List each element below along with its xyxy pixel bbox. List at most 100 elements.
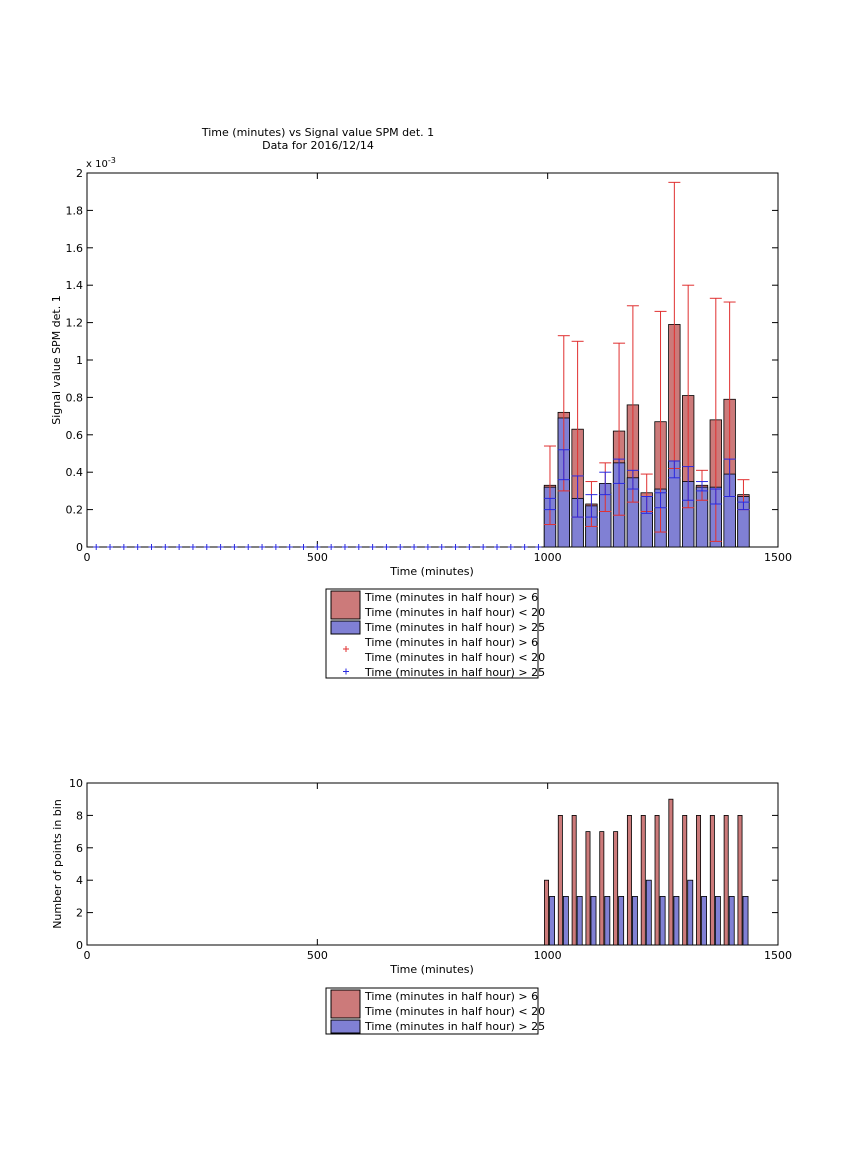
y-tick-label: 8 xyxy=(76,809,83,822)
zero-marker xyxy=(493,544,500,550)
zero-marker xyxy=(314,544,321,550)
zero-marker xyxy=(466,544,473,550)
error-bar-blue xyxy=(640,496,653,514)
zero-marker xyxy=(107,544,114,550)
y-exponent-label: x 10-3 xyxy=(86,156,116,170)
count-legend: Time (minutes in half hour) > 6 Time (min… xyxy=(325,987,545,1035)
signal-legend: Time (minutes in half hour) > 6 Time (min… xyxy=(325,588,545,679)
error-bar-blue xyxy=(613,458,626,484)
count-bar-blue xyxy=(590,896,597,946)
zero-marker xyxy=(452,544,459,550)
y-axis-label: Signal value SPM det. 1 xyxy=(50,295,63,425)
error-bar-blue xyxy=(557,449,570,481)
zero-marker xyxy=(259,544,266,550)
zero-marker xyxy=(93,544,100,550)
count-bar-red xyxy=(654,815,660,946)
error-bar-blue xyxy=(682,466,695,501)
count-bar-red xyxy=(682,815,688,946)
x-tick-label: 500 xyxy=(307,949,328,962)
legend-swatch xyxy=(330,1019,361,1034)
y-tick-label: 1.2 xyxy=(66,317,84,330)
count-bar-blue xyxy=(632,896,638,946)
zero-marker xyxy=(411,544,418,550)
zero-marker xyxy=(521,544,528,550)
chart-title: Time (minutes) vs Signal value SPM det. … xyxy=(201,126,434,139)
signal-plot-area: 0 500 1000 1500 0 0.2 0.4 0.6 0.8 1 1.2 1.4 1.6 1.8 2 xyxy=(66,167,793,564)
legend-swatch xyxy=(330,989,361,1019)
legend-swatch xyxy=(330,620,361,635)
count-bar-red xyxy=(557,815,563,946)
zero-marker xyxy=(176,544,183,550)
y-tick-label: 0.4 xyxy=(66,466,84,479)
error-bar-blue xyxy=(571,475,584,518)
error-bar-blue xyxy=(723,458,736,498)
zero-marker xyxy=(148,544,155,550)
error-bar-blue xyxy=(626,469,639,490)
zero-marker xyxy=(480,544,487,550)
y-tick-label: 4 xyxy=(76,874,83,887)
count-bar-blue xyxy=(687,879,694,946)
y-tick-label: 0.6 xyxy=(66,429,84,442)
count-bar-red xyxy=(626,815,632,946)
y-axis-label: Number of points in bin xyxy=(51,799,64,929)
legend-label: Time (minutes in half hour) < 20 xyxy=(364,606,545,619)
axes-frame xyxy=(86,782,779,946)
zero-marker xyxy=(328,544,335,550)
zero-marker xyxy=(217,544,224,550)
x-axis-label: Time (minutes) xyxy=(389,565,474,578)
count-plot-area: 0 500 1000 1500 0 2 4 6 8 10 xyxy=(69,777,792,962)
zero-marker xyxy=(203,544,210,550)
zero-marker xyxy=(535,544,542,550)
error-bar-blue xyxy=(543,497,556,511)
error-bar-blue xyxy=(737,501,750,511)
count-bar-blue xyxy=(659,896,666,946)
count-bar-blue xyxy=(618,896,625,946)
zero-marker xyxy=(134,544,141,550)
zero-marker xyxy=(300,544,307,550)
chart-subtitle: Data for 2016/12/14 xyxy=(262,139,374,152)
count-bar-blue xyxy=(549,896,555,946)
count-bar-red xyxy=(709,815,715,946)
y-tick-label: 0 xyxy=(76,939,83,952)
legend-box xyxy=(325,588,539,679)
y-tick-label: 0.2 xyxy=(66,504,84,517)
zero-marker xyxy=(424,544,431,550)
legend-label: Time (minutes in half hour) > 25 xyxy=(364,1020,545,1033)
x-tick-label: 1000 xyxy=(534,949,562,962)
legend-box xyxy=(325,987,539,1035)
count-bar-blue xyxy=(742,896,749,946)
x-tick-label: 500 xyxy=(307,551,328,564)
error-bar-blue xyxy=(668,460,681,479)
error-bar-red xyxy=(613,342,626,516)
error-bar-blue xyxy=(654,492,667,509)
y-tick-label: 6 xyxy=(76,842,83,855)
x-tick-label: 1500 xyxy=(764,551,792,564)
count-bar-blue xyxy=(714,896,721,946)
y-tick-label: 2 xyxy=(76,167,83,180)
zero-marker xyxy=(162,544,169,550)
x-tick-label: 0 xyxy=(84,949,91,962)
error-bar-blue xyxy=(695,481,708,492)
zero-marker xyxy=(369,544,376,550)
zero-marker xyxy=(355,544,362,550)
x-tick-label: 1500 xyxy=(764,949,792,962)
count-bar-blue xyxy=(604,896,611,946)
count-bar-red xyxy=(571,815,577,946)
count-bar-red xyxy=(696,815,702,946)
count-bar-red xyxy=(723,815,729,946)
count-bar-blue xyxy=(645,879,652,946)
y-tick-label: 2 xyxy=(76,907,83,920)
y-tick-label: 1.4 xyxy=(66,279,84,292)
legend-label: Time (minutes in half hour) < 20 xyxy=(364,651,545,664)
count-bar-blue xyxy=(701,896,707,946)
legend-label: Time (minutes in half hour) > 6 xyxy=(364,636,538,649)
zero-marker xyxy=(231,544,238,550)
y-tick-label: 10 xyxy=(69,777,83,790)
legend-label: Time (minutes in half hour) > 6 xyxy=(364,591,538,604)
error-bar-blue xyxy=(599,471,612,496)
count-chart: Number of points in bin Time (minutes) 0… xyxy=(51,777,792,1035)
y-tick-label: 1 xyxy=(76,354,83,367)
legend-swatch xyxy=(330,590,361,620)
count-bar-red xyxy=(668,798,674,946)
